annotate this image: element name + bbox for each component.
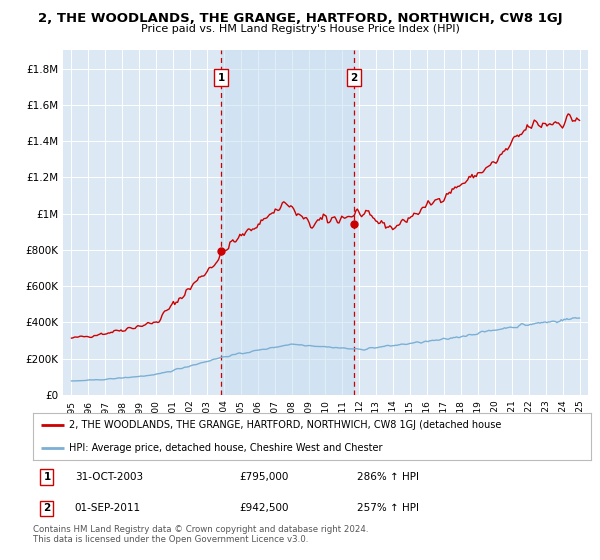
Text: 286% ↑ HPI: 286% ↑ HPI	[356, 472, 419, 482]
Bar	[221, 50, 354, 395]
Text: 257% ↑ HPI: 257% ↑ HPI	[356, 503, 419, 514]
Text: 31-OCT-2003: 31-OCT-2003	[75, 472, 143, 482]
Text: Contains HM Land Registry data © Crown copyright and database right 2024.
This d: Contains HM Land Registry data © Crown c…	[33, 525, 368, 544]
Text: Price paid vs. HM Land Registry's House Price Index (HPI): Price paid vs. HM Land Registry's House …	[140, 24, 460, 34]
Text: £795,000: £795,000	[239, 472, 289, 482]
Text: 1: 1	[43, 472, 50, 482]
Text: 1: 1	[217, 73, 224, 82]
Text: 01-SEP-2011: 01-SEP-2011	[75, 503, 141, 514]
Text: 2, THE WOODLANDS, THE GRANGE, HARTFORD, NORTHWICH, CW8 1GJ (detached house: 2, THE WOODLANDS, THE GRANGE, HARTFORD, …	[69, 420, 502, 430]
Text: HPI: Average price, detached house, Cheshire West and Chester: HPI: Average price, detached house, Ches…	[69, 443, 383, 453]
Text: 2: 2	[350, 73, 358, 82]
Text: £942,500: £942,500	[239, 503, 289, 514]
Text: 2, THE WOODLANDS, THE GRANGE, HARTFORD, NORTHWICH, CW8 1GJ: 2, THE WOODLANDS, THE GRANGE, HARTFORD, …	[38, 12, 562, 25]
Text: 2: 2	[43, 503, 50, 514]
